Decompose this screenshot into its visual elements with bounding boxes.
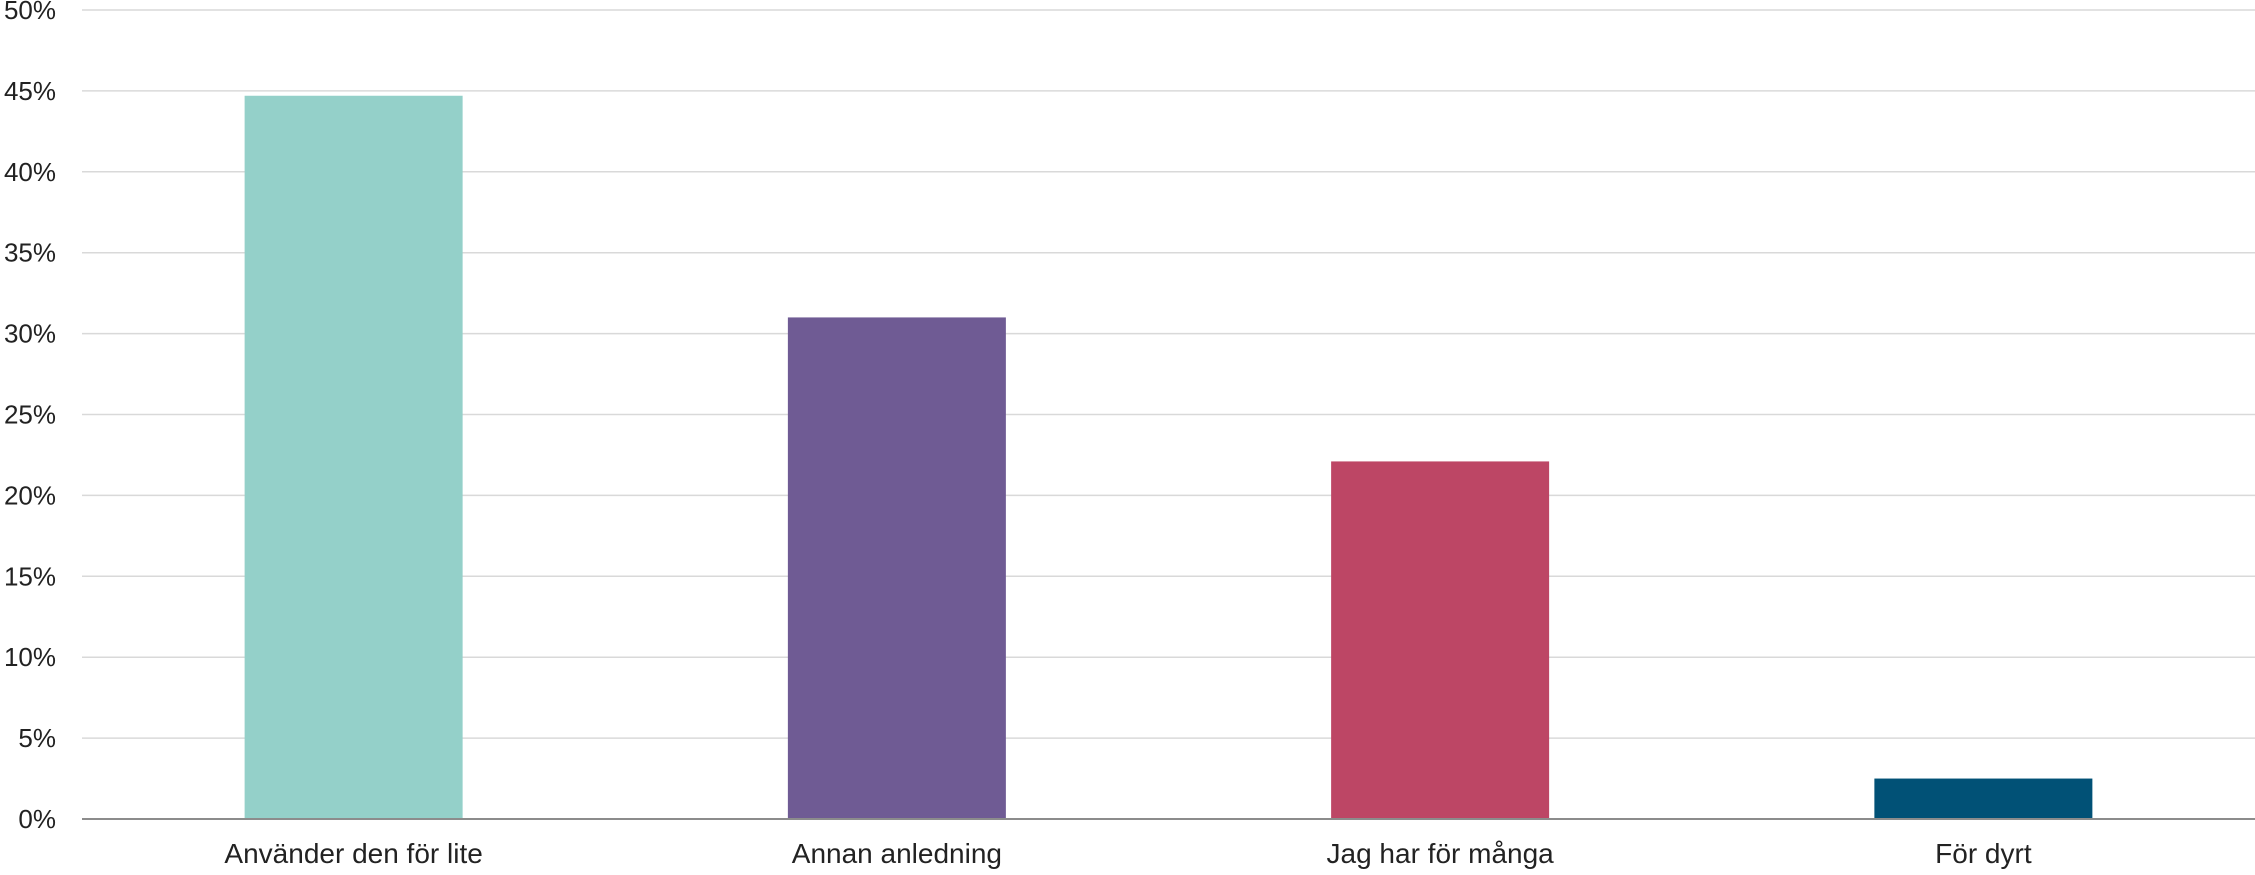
- bar: [787, 317, 1006, 819]
- y-axis-tick-labels: 0% 5% 10% 15% 20% 25% 30% 35% 40% 45% 50%: [4, 0, 56, 834]
- x-tick-label: Använder den för lite: [224, 838, 482, 869]
- x-tick-label: Annan anledning: [792, 838, 1002, 869]
- y-tick-label: 30%: [4, 319, 56, 349]
- x-axis-tick-labels: Använder den för lite Annan anledning Jag …: [224, 838, 2031, 869]
- bar: [1331, 461, 1550, 819]
- y-tick-label: 10%: [4, 642, 56, 672]
- y-tick-label: 45%: [4, 76, 56, 106]
- y-tick-label: 25%: [4, 400, 56, 430]
- y-tick-label: 0%: [18, 804, 56, 834]
- bar: [244, 95, 463, 819]
- y-tick-label: 15%: [4, 561, 56, 591]
- x-tick-label: För dyrt: [1935, 838, 2032, 869]
- x-tick-label: Jag har för många: [1327, 838, 1555, 869]
- y-tick-label: 50%: [4, 0, 56, 25]
- y-tick-label: 20%: [4, 480, 56, 510]
- y-tick-label: 35%: [4, 238, 56, 268]
- y-tick-label: 40%: [4, 157, 56, 187]
- bars: [244, 95, 2093, 819]
- y-tick-label: 5%: [18, 723, 56, 753]
- bar: [1874, 778, 2093, 819]
